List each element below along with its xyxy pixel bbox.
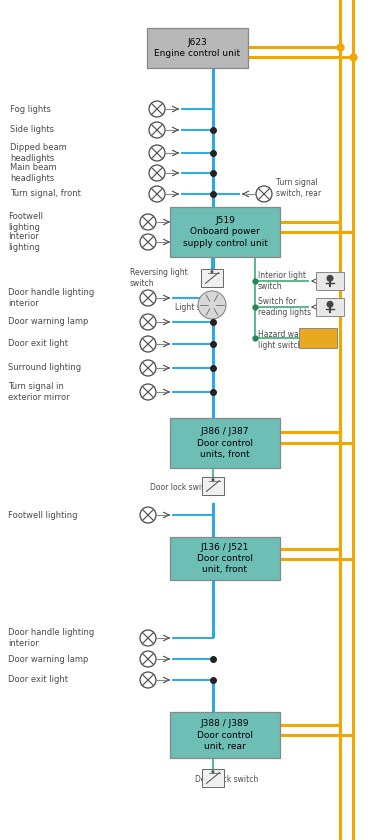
Text: Switch for
reading lights: Switch for reading lights bbox=[258, 297, 311, 317]
Text: Door exit light: Door exit light bbox=[8, 675, 68, 685]
Circle shape bbox=[211, 478, 214, 481]
FancyBboxPatch shape bbox=[201, 269, 223, 287]
Text: J388 / J389
Door control
unit, rear: J388 / J389 Door control unit, rear bbox=[197, 719, 253, 751]
Text: Turn signal in
exterior mirror: Turn signal in exterior mirror bbox=[8, 382, 70, 402]
Text: Door lock switch: Door lock switch bbox=[195, 775, 258, 785]
FancyBboxPatch shape bbox=[316, 298, 344, 316]
Circle shape bbox=[210, 270, 213, 273]
Text: Door handle lighting
interior: Door handle lighting interior bbox=[8, 288, 94, 307]
Text: Main beam
headlights: Main beam headlights bbox=[10, 163, 57, 183]
Text: Interior light
switch: Interior light switch bbox=[258, 271, 306, 291]
Circle shape bbox=[326, 275, 334, 281]
Text: Reversing light
switch: Reversing light switch bbox=[130, 268, 188, 287]
FancyBboxPatch shape bbox=[170, 207, 280, 257]
FancyBboxPatch shape bbox=[170, 537, 280, 580]
Text: Side lights: Side lights bbox=[10, 125, 54, 134]
Text: Door warning lamp: Door warning lamp bbox=[8, 318, 88, 327]
Text: Door exit light: Door exit light bbox=[8, 339, 68, 349]
Text: J623
Engine control unit: J623 Engine control unit bbox=[154, 38, 240, 58]
Circle shape bbox=[326, 301, 334, 307]
FancyBboxPatch shape bbox=[202, 769, 224, 787]
FancyBboxPatch shape bbox=[170, 418, 280, 468]
FancyBboxPatch shape bbox=[299, 328, 337, 348]
Text: Door lock switch: Door lock switch bbox=[150, 484, 213, 492]
Text: Hazard warning
light switch: Hazard warning light switch bbox=[258, 330, 319, 349]
Text: Interior
lighting: Interior lighting bbox=[8, 233, 40, 252]
FancyBboxPatch shape bbox=[316, 272, 344, 290]
Text: Footwell
lighting: Footwell lighting bbox=[8, 213, 43, 232]
FancyBboxPatch shape bbox=[170, 712, 280, 758]
FancyBboxPatch shape bbox=[147, 28, 248, 68]
Text: Turn signal, front: Turn signal, front bbox=[10, 190, 81, 198]
Text: Light switch: Light switch bbox=[175, 302, 221, 312]
Text: Door warning lamp: Door warning lamp bbox=[8, 654, 88, 664]
Text: Surround lighting: Surround lighting bbox=[8, 364, 81, 372]
Circle shape bbox=[198, 291, 226, 319]
Text: J136 / J521
Door control
unit, front: J136 / J521 Door control unit, front bbox=[197, 543, 253, 574]
Text: Fog lights: Fog lights bbox=[10, 104, 51, 113]
Text: Turn signal
switch, rear: Turn signal switch, rear bbox=[276, 178, 321, 197]
Text: Footwell lighting: Footwell lighting bbox=[8, 511, 78, 519]
FancyBboxPatch shape bbox=[202, 477, 224, 495]
Text: J386 / J387
Door control
units, front: J386 / J387 Door control units, front bbox=[197, 428, 253, 459]
Text: Door handle lighting
interior: Door handle lighting interior bbox=[8, 628, 94, 648]
Text: Dipped beam
headlights: Dipped beam headlights bbox=[10, 144, 67, 163]
Circle shape bbox=[211, 770, 214, 773]
Text: J519
Onboard power
supply control unit: J519 Onboard power supply control unit bbox=[183, 217, 267, 248]
